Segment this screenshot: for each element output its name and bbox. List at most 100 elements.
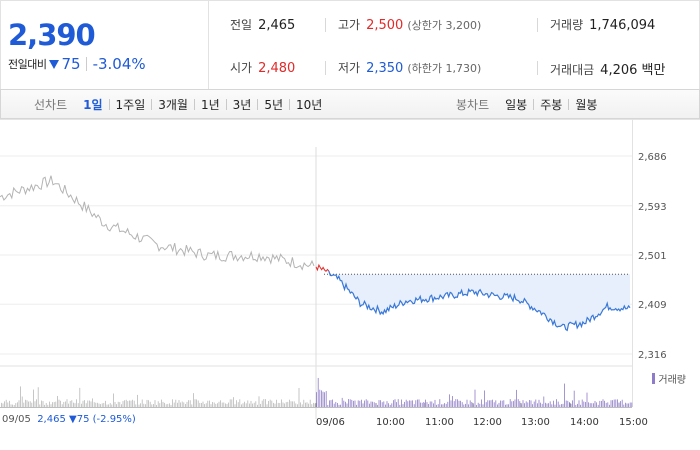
tab-1-week[interactable]: 1주일 xyxy=(115,97,146,112)
volume-bar xyxy=(53,402,55,407)
volume-bar xyxy=(287,401,289,407)
volume-bar xyxy=(577,403,578,407)
volume-bar xyxy=(487,400,489,407)
down-arrow-icon: ▼ xyxy=(69,414,77,425)
volume-bar xyxy=(71,400,73,407)
volume-bar xyxy=(466,399,468,407)
volume-bar xyxy=(356,404,357,407)
volume-bar xyxy=(498,402,500,407)
volume-bar xyxy=(364,400,365,407)
volume-bar xyxy=(159,403,161,407)
chart-period-tabbar: 선차트 1일 1주일 3개월 1년 3년 5년 10년 봉차트 일봉 주봉 월봉 xyxy=(0,89,700,119)
volume-bar xyxy=(569,402,570,407)
volume-bar xyxy=(340,404,341,407)
volume-bar xyxy=(233,397,234,407)
volume-bar xyxy=(169,403,170,407)
stat-value: 2,350 xyxy=(366,61,404,76)
volume-bar xyxy=(335,401,337,407)
volume-bar xyxy=(253,402,255,407)
tab-1-year[interactable]: 1년 xyxy=(200,97,220,112)
tab-3-months[interactable]: 3개월 xyxy=(158,97,188,112)
volume-bar xyxy=(1,402,2,407)
volume-bar xyxy=(525,401,527,407)
volume-bar xyxy=(442,404,444,407)
volume-bar xyxy=(109,403,111,407)
volume-bar xyxy=(444,403,445,407)
volume-bar xyxy=(47,404,49,407)
volume-bar xyxy=(177,402,178,407)
change-value: 75 xyxy=(61,55,81,73)
volume-bar xyxy=(265,399,266,407)
stat-open: 시가 2,480 xyxy=(230,59,295,76)
prev-day-date: 09/05 xyxy=(2,414,31,425)
tab-daily[interactable]: 일봉 xyxy=(505,97,528,112)
volume-bar xyxy=(93,402,95,407)
volume-bar xyxy=(164,402,165,407)
tab-1-day[interactable]: 1일 xyxy=(83,97,103,112)
volume-bar xyxy=(90,401,92,407)
volume-bar xyxy=(317,377,319,407)
volume-bar xyxy=(607,402,609,407)
volume-bar xyxy=(146,399,148,407)
volume-bar xyxy=(218,401,220,407)
volume-bar xyxy=(92,398,93,407)
volume-bar xyxy=(383,401,385,407)
volume-bar xyxy=(236,400,237,407)
volume-bar xyxy=(237,402,239,407)
tab-monthly[interactable]: 월봉 xyxy=(575,97,598,112)
volume-bar xyxy=(458,400,460,407)
volume-bar xyxy=(354,400,356,407)
volume-bar xyxy=(172,399,173,407)
volume-bar xyxy=(330,400,332,407)
volume-bar xyxy=(357,400,359,407)
volume-bar xyxy=(170,404,172,407)
volume-bar xyxy=(477,402,479,407)
volume-bar xyxy=(516,389,517,407)
volume-bar xyxy=(429,401,431,407)
volume-bar xyxy=(151,404,153,407)
volume-bar xyxy=(26,400,28,407)
current-price: 2,390 xyxy=(8,18,96,52)
volume-bar xyxy=(263,399,265,407)
volume-bar xyxy=(273,402,274,407)
volume-bar xyxy=(625,402,626,407)
tab-weekly[interactable]: 주봉 xyxy=(540,97,563,112)
volume-bar xyxy=(373,402,375,407)
volume-bar xyxy=(178,400,180,407)
volume-bar xyxy=(295,403,297,407)
volume-bar xyxy=(377,404,378,407)
volume-bar xyxy=(445,403,447,407)
volume-bar xyxy=(337,402,338,407)
volume-bar xyxy=(468,404,469,407)
tab-5-years[interactable]: 5년 xyxy=(264,97,284,112)
volume-bar xyxy=(247,400,249,407)
volume-bar xyxy=(453,401,455,407)
below-reference-area xyxy=(316,274,630,331)
volume-bar xyxy=(474,389,476,407)
volume-bar xyxy=(620,401,621,407)
tab-3-years[interactable]: 3년 xyxy=(232,97,252,112)
y-tick-label: 2,316 xyxy=(638,350,667,361)
volume-bar xyxy=(149,401,151,407)
volume-bar xyxy=(485,402,487,407)
volume-bar xyxy=(122,401,124,407)
volume-bar xyxy=(402,404,404,407)
volume-bar xyxy=(369,403,370,407)
volume-bar xyxy=(455,399,457,407)
tab-10-years[interactable]: 10년 xyxy=(296,97,323,112)
volume-bar xyxy=(15,403,17,407)
volume-bar xyxy=(271,400,273,407)
volume-bar xyxy=(583,401,585,407)
volume-bar xyxy=(157,401,159,407)
volume-bar xyxy=(292,401,293,407)
price-chart[interactable]: 2,686 2,593 2,501 2,409 2,316 09/06 10:00 11:00… xyxy=(0,119,700,450)
prev-day-line xyxy=(0,175,315,271)
volume-bar xyxy=(266,404,268,407)
volume-legend-label: 거래량 xyxy=(658,375,686,386)
volume-bar xyxy=(351,399,353,407)
volume-bar xyxy=(469,400,471,407)
volume-bar xyxy=(509,399,511,407)
volume-bar xyxy=(564,383,565,407)
volume-bar xyxy=(196,399,197,407)
volume-bar xyxy=(554,404,556,407)
